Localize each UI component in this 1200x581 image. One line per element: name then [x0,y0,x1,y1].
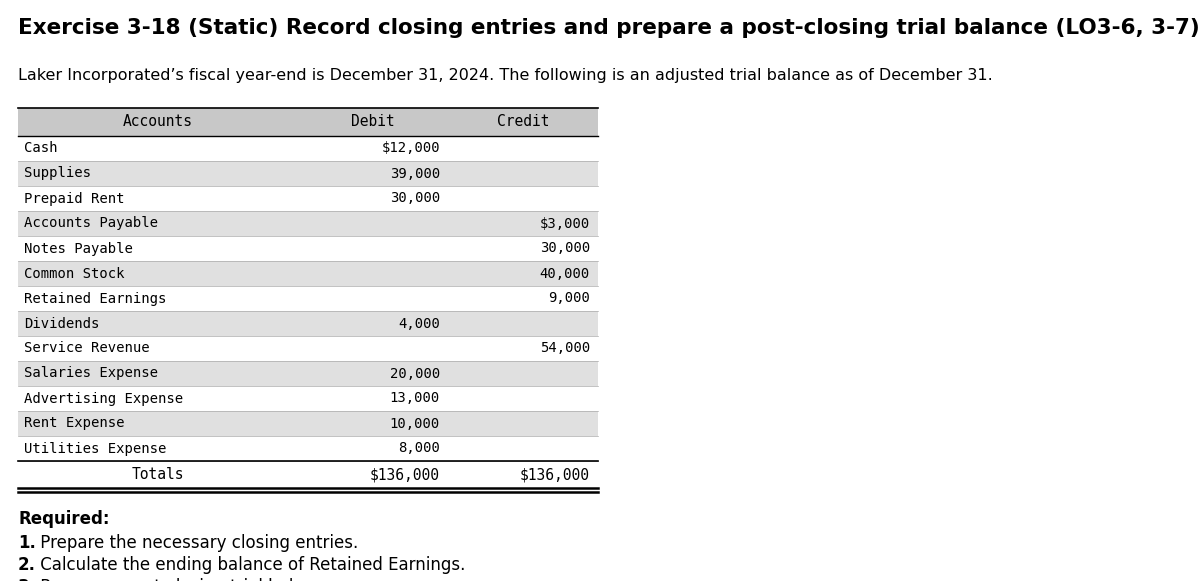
Text: 30,000: 30,000 [540,242,590,256]
Bar [18,136,598,161]
Text: Accounts Payable: Accounts Payable [24,217,158,231]
Bar [18,236,598,261]
Text: 1.: 1. [18,534,36,552]
Text: Service Revenue: Service Revenue [24,342,150,356]
Text: $12,000: $12,000 [382,142,440,156]
Text: Accounts: Accounts [124,114,193,130]
Text: Required:: Required: [18,510,109,528]
Text: $3,000: $3,000 [540,217,590,231]
Text: 3.: 3. [18,578,36,581]
Text: Salaries Expense: Salaries Expense [24,367,158,381]
Bar [18,161,598,186]
Text: Prepaid Rent: Prepaid Rent [24,192,125,206]
Text: 54,000: 54,000 [540,342,590,356]
Text: 40,000: 40,000 [540,267,590,281]
Bar [18,261,598,286]
Bar [18,211,598,236]
Text: Credit: Credit [497,114,550,130]
Text: Calculate the ending balance of Retained Earnings.: Calculate the ending balance of Retained… [35,556,466,574]
Text: Totals: Totals [132,467,185,482]
Text: Supplies: Supplies [24,167,91,181]
Text: Debit: Debit [352,114,395,130]
Bar [18,436,598,461]
Bar [18,286,598,311]
Text: 4,000: 4,000 [398,317,440,331]
Text: 9,000: 9,000 [548,292,590,306]
Text: 2.: 2. [18,556,36,574]
Bar [18,361,598,386]
Bar [18,311,598,336]
Text: Prepare a post-closing trial balance.: Prepare a post-closing trial balance. [35,578,338,581]
Text: $136,000: $136,000 [520,467,590,482]
Bar [18,411,598,436]
Text: Laker Incorporated’s fiscal year-end is December 31, 2024. The following is an a: Laker Incorporated’s fiscal year-end is … [18,68,992,83]
Text: 13,000: 13,000 [390,392,440,406]
Bar [18,386,598,411]
Text: $136,000: $136,000 [370,467,440,482]
Text: Utilities Expense: Utilities Expense [24,442,167,456]
Bar [18,336,598,361]
Text: Exercise 3-18 (Static) Record closing entries and prepare a post-closing trial b: Exercise 3-18 (Static) Record closing en… [18,18,1200,38]
Bar [18,108,598,136]
Text: 10,000: 10,000 [390,417,440,431]
Text: 8,000: 8,000 [398,442,440,456]
Text: Dividends: Dividends [24,317,100,331]
Text: Cash: Cash [24,142,58,156]
Text: 39,000: 39,000 [390,167,440,181]
Text: 20,000: 20,000 [390,367,440,381]
Bar [18,186,598,211]
Text: Notes Payable: Notes Payable [24,242,133,256]
Text: Retained Earnings: Retained Earnings [24,292,167,306]
Text: Prepare the necessary closing entries.: Prepare the necessary closing entries. [35,534,359,552]
Text: Advertising Expense: Advertising Expense [24,392,184,406]
Text: 30,000: 30,000 [390,192,440,206]
Text: Rent Expense: Rent Expense [24,417,125,431]
Text: Common Stock: Common Stock [24,267,125,281]
